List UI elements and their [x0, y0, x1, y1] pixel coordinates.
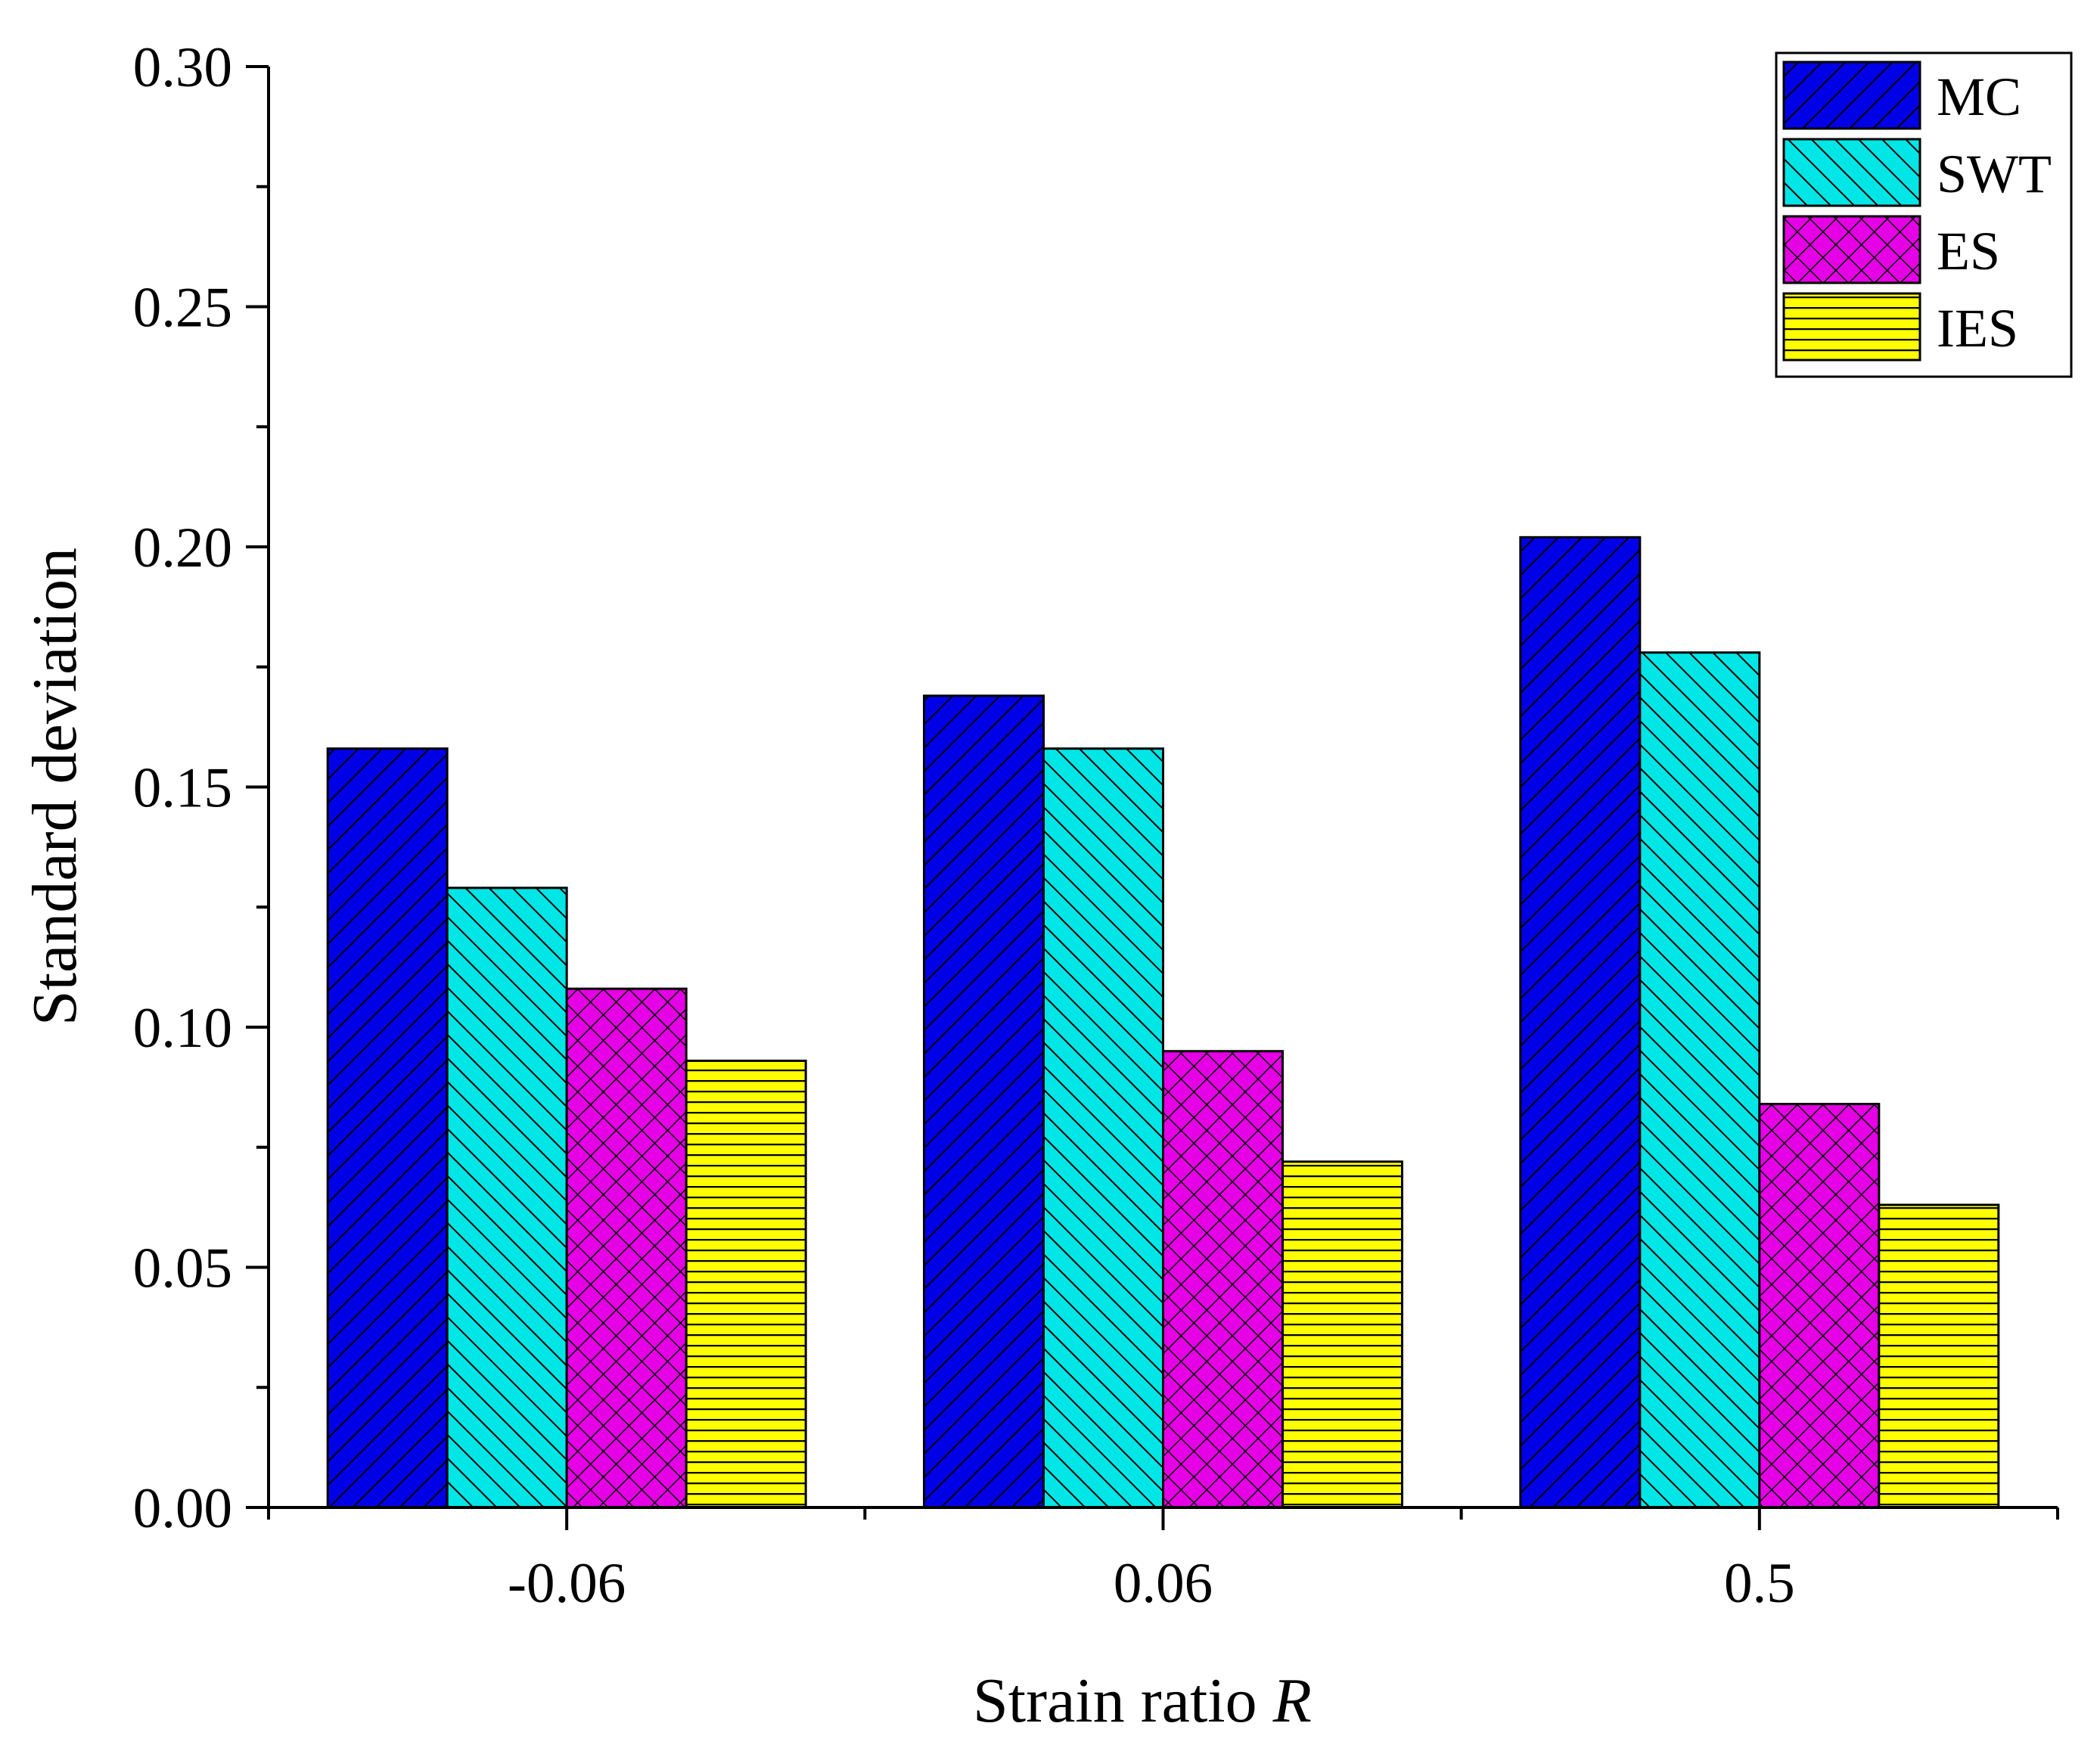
bar-mc-2	[923, 694, 1045, 1509]
y-tick-label: 0.20	[133, 517, 232, 579]
x-tick-label: 0.5	[1724, 1552, 1795, 1615]
x-axis-title-variable: R	[1272, 1666, 1312, 1736]
x-tick-label: -0.06	[508, 1552, 626, 1615]
bar-es-3	[1758, 1103, 1881, 1509]
y-tick-label: 0.15	[133, 757, 232, 820]
legend-swatch-ies	[1782, 292, 1921, 362]
bar-swt-1	[446, 886, 568, 1509]
bar-mc-3	[1519, 536, 1642, 1509]
bar-es-2	[1162, 1050, 1284, 1509]
bar-mc-1	[326, 747, 449, 1509]
legend-swatch-mc	[1782, 61, 1921, 130]
y-tick-label: 0.10	[133, 997, 232, 1060]
legend-label-mc: MC	[1937, 67, 2021, 127]
axes-group: 0.00 0.05 0.10 0.15 0.20 0.25 0.30 -0.06 0.06 0.5	[133, 36, 2059, 1615]
legend-swatch-es	[1782, 215, 1921, 284]
x-axis-title: Strain ratio R	[973, 1666, 1312, 1736]
legend-swatch-swt	[1782, 138, 1921, 207]
bar-es-1	[565, 987, 688, 1509]
bar-ies-1	[685, 1059, 807, 1509]
bars-group	[326, 536, 2000, 1509]
legend-label-swt: SWT	[1937, 144, 2052, 204]
y-tick-label: 0.00	[133, 1477, 232, 1540]
x-axis-title-text: Strain ratio	[973, 1666, 1257, 1736]
y-tick-label: 0.30	[133, 36, 232, 99]
x-tick-label: 0.06	[1114, 1552, 1213, 1615]
bar-swt-2	[1042, 747, 1164, 1509]
bar-ies-3	[1878, 1203, 2000, 1509]
legend-label-ies: IES	[1937, 298, 2018, 359]
y-axis-title: Standard deviation	[20, 548, 90, 1026]
y-tick-label: 0.25	[133, 277, 232, 340]
bar-ies-2	[1281, 1160, 1403, 1509]
legend: MC SWT ES IES	[1775, 51, 2073, 378]
bar-swt-3	[1639, 651, 1761, 1509]
legend-label-es: ES	[1937, 221, 2000, 281]
y-tick-label: 0.05	[133, 1237, 232, 1300]
